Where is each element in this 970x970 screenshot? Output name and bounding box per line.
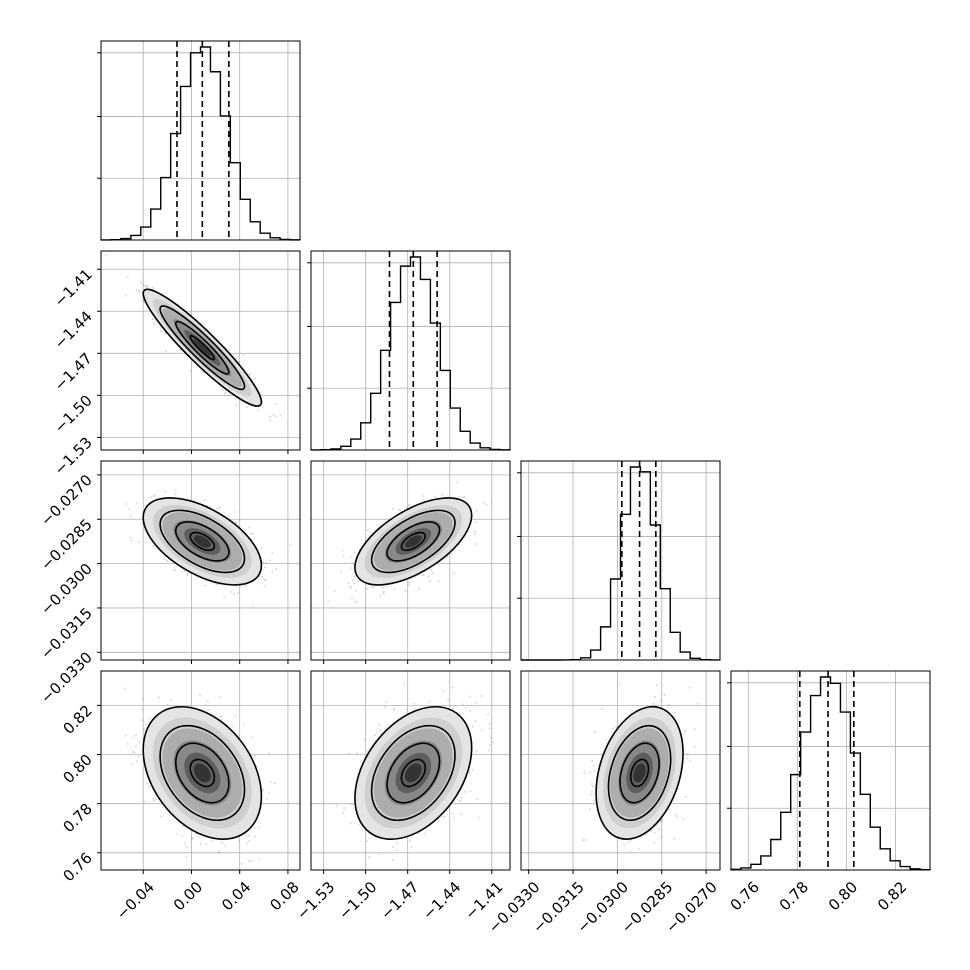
contour-level-3: [174, 742, 230, 804]
histogram-0: [100, 46, 301, 241]
density-fill: [193, 339, 211, 357]
hist-frame-2: [520, 460, 721, 661]
contour-level-1: [595, 705, 684, 840]
contour-level-1: [142, 705, 263, 840]
scatter-panel-2-1: [310, 460, 511, 664]
x-tick-label: −1.50: [335, 878, 380, 923]
contour-level-4: [400, 758, 427, 788]
panel-frame: [100, 250, 301, 451]
contour-level-2: [159, 305, 246, 391]
contour-level-4: [400, 531, 427, 552]
x-tick-label: 0.76: [727, 878, 763, 914]
contour-level-1: [354, 705, 473, 840]
contour-level-1: [354, 497, 473, 586]
x-tick-label: 0.00: [170, 878, 206, 914]
scatter-panel-2-0: [97, 460, 301, 664]
contour-level-3: [174, 521, 230, 562]
contour-level-3: [619, 742, 660, 804]
panel-frame: [100, 460, 301, 661]
contour-level-1: [142, 288, 263, 407]
contour-level-3: [386, 742, 441, 804]
x-tick-label: 0.80: [825, 878, 861, 914]
panel-frame: [100, 670, 301, 871]
panel-frame: [520, 670, 721, 871]
histogram-1: [310, 256, 511, 451]
density-fill: [633, 763, 646, 783]
y-tick-label: 0.82: [59, 701, 95, 737]
hist-panel-1: [307, 250, 511, 451]
density-fill: [404, 535, 422, 548]
hist-frame-0: [100, 40, 301, 241]
y-tick-label: −1.53: [51, 433, 96, 478]
density-fill: [193, 763, 211, 783]
y-tick-label: 0.78: [59, 800, 95, 836]
histogram-3: [730, 676, 931, 871]
contour-level-3: [174, 320, 230, 375]
x-tick-label: −1.47: [377, 878, 422, 923]
contour-level-3: [386, 521, 441, 562]
contour-level-2: [607, 724, 672, 822]
hist-panel-3: [727, 670, 931, 871]
x-tick-label: −1.53: [293, 878, 338, 923]
x-tick-label: −0.04: [113, 878, 158, 923]
contour-level-2: [370, 724, 456, 822]
scatter-panel-1-0: [97, 250, 301, 454]
contour-level-1: [142, 497, 263, 586]
panel-frame: [310, 460, 511, 661]
contour-level-2: [159, 509, 246, 574]
x-tick-label: 0.78: [776, 878, 812, 914]
contour-level-4: [189, 334, 216, 361]
hist-frame-3: [730, 670, 931, 871]
contour-level-4: [629, 758, 650, 788]
contour-level-4: [189, 758, 216, 788]
contour-level-4: [189, 531, 216, 552]
panel-frame: [310, 670, 511, 871]
scatter-panel-3-2: [520, 670, 721, 874]
y-tick-label: −1.41: [51, 265, 96, 310]
density-fill: [404, 763, 422, 783]
x-tick-label: 0.82: [874, 878, 910, 914]
hist-panel-2: [517, 460, 721, 661]
x-tick-label: 0.04: [218, 878, 254, 914]
hist-panel-0: [97, 40, 301, 241]
y-tick-label: −1.47: [51, 349, 96, 394]
histogram-2: [521, 466, 721, 661]
y-tick-label: −1.44: [51, 307, 96, 352]
x-tick-label: −1.44: [419, 878, 464, 923]
y-tick-label: 0.80: [59, 751, 95, 787]
density-fill: [193, 535, 211, 548]
contour-level-2: [159, 724, 246, 822]
contour-level-2: [370, 509, 456, 574]
scatter-panel-3-0: [97, 670, 301, 874]
y-tick-label: −1.50: [51, 391, 96, 436]
scatter-panel-3-1: [310, 670, 511, 874]
y-tick-label: 0.76: [59, 849, 95, 885]
hist-frame-1: [310, 250, 511, 451]
